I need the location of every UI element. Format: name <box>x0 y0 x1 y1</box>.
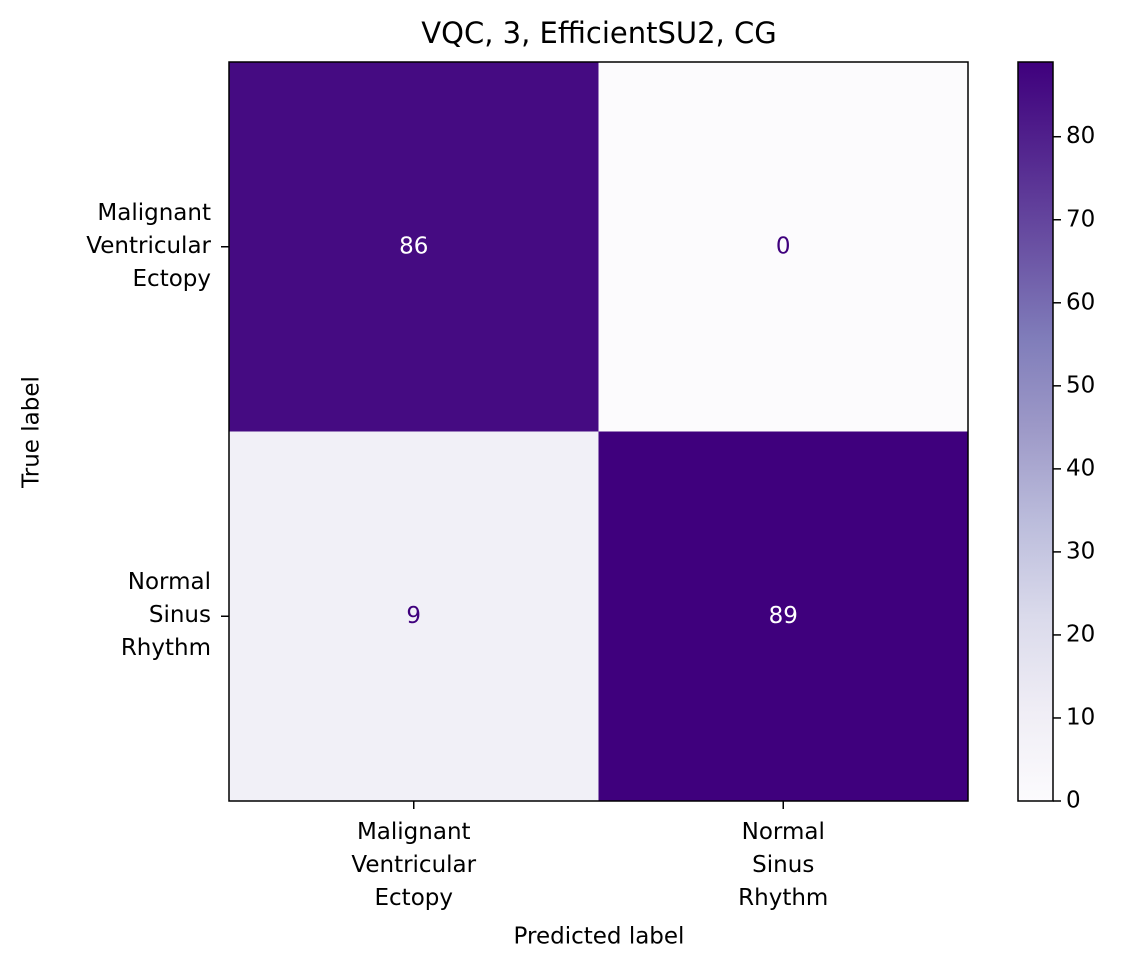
colorbar-tick-label: 80 <box>1066 123 1095 149</box>
colorbar-tick-label: 10 <box>1066 704 1095 730</box>
chart-title: VQC, 3, EfficientSU2, CG <box>421 16 776 50</box>
plot-frame <box>228 61 969 802</box>
x-tick-label: Malignant Ventricular Ectopy <box>351 819 477 911</box>
cell-value-label: 0 <box>776 233 791 259</box>
heatmap-cell <box>598 431 969 802</box>
colorbar-tick-label: 60 <box>1066 289 1095 315</box>
y-axis-label: True label <box>19 376 45 489</box>
colorbar <box>1018 62 1053 801</box>
heatmap-cell <box>229 62 599 432</box>
cell-value-label: 9 <box>406 603 421 629</box>
cell-value-label: 86 <box>399 233 428 259</box>
y-tick-label: Malignant Ventricular Ectopy <box>86 199 211 292</box>
heatmap-cell <box>229 431 599 802</box>
colorbar-tick-label: 40 <box>1066 455 1095 481</box>
y-tick-label: Normal Sinus Rhythm <box>120 569 211 662</box>
x-tick-label: Normal Sinus Rhythm <box>738 819 829 911</box>
colorbar-tick-label: 30 <box>1066 538 1095 564</box>
colorbar-tick-label: 0 <box>1066 788 1081 814</box>
x-axis-label: Predicted label <box>514 924 685 950</box>
colorbar-frame <box>1017 61 1054 802</box>
colorbar-tick-label: 70 <box>1066 206 1095 232</box>
colorbar-tick-label: 20 <box>1066 621 1095 647</box>
heatmap-cell <box>598 62 969 432</box>
colorbar-tick-label: 50 <box>1066 372 1095 398</box>
cell-value-label: 89 <box>769 603 798 629</box>
